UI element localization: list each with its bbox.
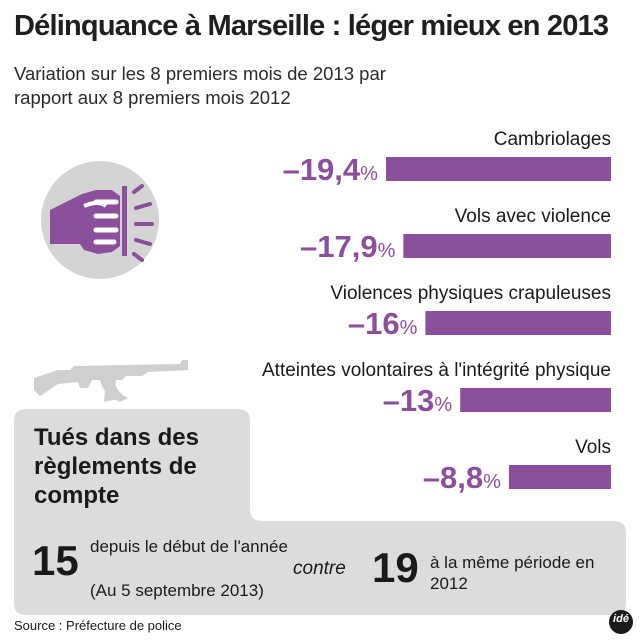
killings-panel-background bbox=[14, 409, 626, 615]
killings-title: Tués dans des règlements de compte bbox=[34, 424, 199, 509]
value-unit: % bbox=[434, 394, 452, 416]
chart-subtitle: Variation sur les 8 premiers mois de 201… bbox=[14, 63, 386, 108]
value-label: –16% bbox=[348, 306, 418, 341]
value-unit: % bbox=[483, 471, 501, 493]
killings-current-text: depuis le début de l'année bbox=[90, 537, 288, 556]
value-label: –17,9% bbox=[300, 229, 396, 264]
value-unit: % bbox=[360, 163, 378, 185]
publisher-logo-text: idé bbox=[613, 613, 629, 625]
killings-panel: Tués dans des règlements de compte 15 de… bbox=[14, 409, 626, 615]
killings-previous-text: à la même période en 2012 bbox=[430, 553, 595, 593]
killings-separator: contre bbox=[293, 558, 346, 579]
category-label: Cambriolages bbox=[494, 129, 611, 150]
category-label: Atteintes volontaires à l'intégrité phys… bbox=[262, 360, 611, 381]
fist-punch-icon bbox=[41, 161, 159, 279]
source-note: Source : Préfecture de police bbox=[14, 618, 182, 633]
bar bbox=[460, 388, 611, 412]
bar bbox=[385, 157, 611, 181]
bar bbox=[403, 234, 611, 258]
rifle-icon bbox=[34, 360, 188, 402]
value-unit: % bbox=[400, 317, 418, 339]
category-label: Vols avec violence bbox=[455, 206, 611, 227]
killings-current-note: (Au 5 septembre 2013) bbox=[90, 581, 264, 600]
category-label: Vols bbox=[575, 437, 611, 458]
value-label: –19,4% bbox=[283, 152, 379, 187]
bar-chart: Cambriolages –19,4% Vols avec violence –17,… bbox=[262, 129, 611, 495]
killings-current-number: 15 bbox=[32, 537, 79, 584]
publisher-logo: idé bbox=[609, 610, 633, 634]
bar bbox=[425, 311, 611, 335]
category-label: Violences physiques crapuleuses bbox=[330, 283, 611, 304]
killings-previous-number: 19 bbox=[372, 544, 419, 591]
page-title: Délinquance à Marseille : léger mieux en… bbox=[14, 10, 609, 42]
bar bbox=[508, 465, 611, 489]
value-unit: % bbox=[378, 240, 396, 262]
